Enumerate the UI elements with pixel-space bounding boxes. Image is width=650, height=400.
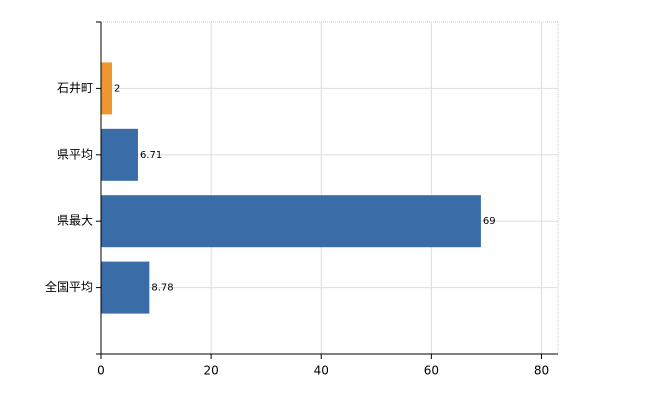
value-label: 2 bbox=[114, 83, 120, 94]
x-tick-label: 80 bbox=[534, 364, 549, 378]
x-tick-label: 60 bbox=[424, 364, 439, 378]
x-tick-label: 40 bbox=[314, 364, 329, 378]
y-tick-label: 全国平均 bbox=[45, 279, 93, 294]
y-tick-label: 県平均 bbox=[57, 147, 93, 161]
x-tick-label: 0 bbox=[97, 364, 105, 378]
value-label: 6.71 bbox=[140, 150, 162, 161]
bar bbox=[101, 195, 481, 248]
bar bbox=[101, 261, 150, 314]
value-label: 69 bbox=[483, 216, 496, 227]
bar bbox=[101, 62, 113, 115]
bar bbox=[101, 128, 138, 181]
x-tick-label: 20 bbox=[203, 364, 218, 378]
y-tick-label: 石井町 bbox=[57, 81, 93, 95]
value-label: 8.78 bbox=[151, 283, 173, 294]
y-tick-label: 県最大 bbox=[57, 214, 93, 228]
